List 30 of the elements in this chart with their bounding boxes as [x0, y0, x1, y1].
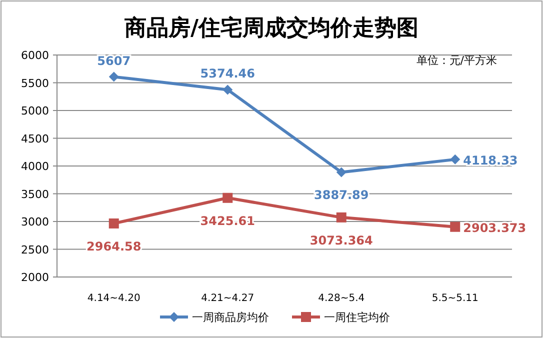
data-label: 5607: [97, 54, 131, 68]
point: [108, 218, 119, 228]
data-label: 5374.46: [200, 66, 255, 81]
y-tick-label: 5000: [21, 104, 49, 118]
x-tick-label: 4.28~5.4: [318, 293, 365, 304]
y-tick-label: 2500: [21, 243, 49, 256]
data-label: 4118.33: [463, 153, 518, 168]
point: [336, 212, 346, 222]
annotation: 单位：元/平方米: [416, 54, 497, 67]
y-tick-label: 6000: [21, 49, 49, 62]
point: [450, 222, 460, 232]
x-tick-label: 5.5~5.11: [432, 293, 478, 304]
x-tick-label: 4.21~4.27: [201, 293, 254, 304]
y-tick-label: 2000: [21, 271, 49, 284]
chart-title: 商品房/住宅周成交均价走势图: [123, 15, 419, 41]
y-tick-label: 3500: [21, 188, 49, 201]
point: [222, 192, 233, 203]
y-tick-label: 4000: [21, 160, 49, 173]
legend-label: 一周商品房均价: [192, 311, 269, 324]
point: [108, 72, 119, 82]
point: [450, 154, 460, 164]
point: [222, 84, 233, 95]
y-tick-label: 5500: [21, 76, 49, 90]
point: [336, 167, 346, 178]
y-tick-label: 3000: [21, 216, 49, 228]
y-tick-label: 4500: [21, 132, 49, 146]
data-label: 3073.364: [310, 233, 373, 248]
x-tick-label: 4.14~4.20: [87, 293, 140, 304]
legend-label: 一周住宅均价: [324, 311, 390, 324]
data-label: 2903.373: [463, 220, 526, 235]
